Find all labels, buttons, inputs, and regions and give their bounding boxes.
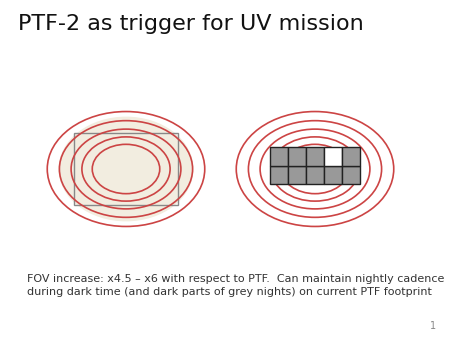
Text: FOV increase: x4.5 – x6 with respect to PTF.  Can maintain nightly cadence
durin: FOV increase: x4.5 – x6 with respect to … — [27, 274, 445, 297]
Bar — [270, 147, 288, 166]
Bar — [288, 147, 306, 166]
Bar — [342, 147, 360, 166]
Bar — [324, 147, 342, 166]
Ellipse shape — [58, 117, 194, 221]
Bar — [270, 166, 288, 184]
Text: PTF-2 as trigger for UV mission: PTF-2 as trigger for UV mission — [18, 14, 364, 33]
Bar — [74, 133, 178, 206]
Text: 1: 1 — [430, 321, 436, 331]
Bar — [306, 147, 324, 166]
Bar — [342, 166, 360, 184]
Bar — [306, 166, 324, 184]
Bar — [324, 166, 342, 184]
Bar — [288, 166, 306, 184]
